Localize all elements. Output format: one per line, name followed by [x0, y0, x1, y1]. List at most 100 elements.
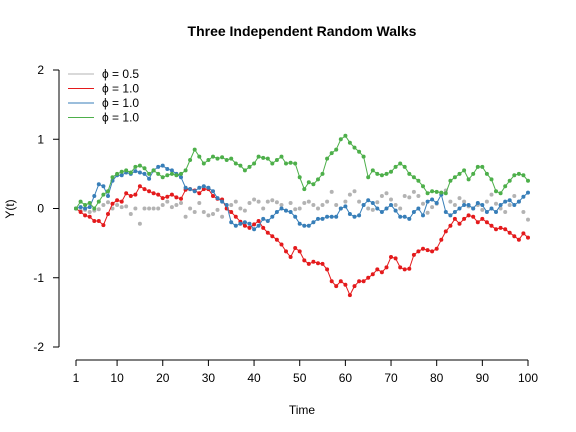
data-point [352, 145, 357, 150]
data-point [265, 156, 270, 161]
data-point [430, 197, 435, 202]
data-point [169, 205, 174, 210]
data-point [297, 206, 302, 211]
data-point [452, 203, 457, 207]
series-2 [74, 184, 530, 298]
x-tick-label: 70 [384, 371, 398, 385]
data-point [507, 203, 512, 207]
data-point [480, 207, 485, 212]
data-point [238, 163, 243, 168]
data-point [526, 217, 530, 222]
data-point [160, 163, 165, 168]
data-point [165, 199, 170, 204]
data-point [206, 158, 211, 162]
data-point [357, 199, 362, 204]
data-point [101, 184, 106, 189]
data-point [398, 161, 403, 166]
data-point [265, 230, 270, 235]
y-tick-label: -2 [33, 340, 44, 354]
x-axis: 1 10 20 30 40 50 60 70 80 90 100 [73, 359, 538, 385]
data-point [512, 173, 517, 178]
data-point [297, 175, 302, 180]
data-point [521, 173, 526, 178]
data-point [480, 203, 485, 207]
data-point [274, 158, 279, 162]
data-point [302, 258, 307, 263]
data-point [265, 199, 270, 204]
data-point [416, 178, 421, 183]
data-point [147, 176, 152, 181]
data-point [352, 189, 357, 194]
data-point [489, 223, 494, 228]
data-point [306, 261, 311, 266]
data-point [142, 187, 147, 192]
data-point [425, 191, 430, 196]
data-point [430, 189, 435, 194]
data-point [96, 207, 101, 212]
data-point [466, 177, 471, 182]
data-point [357, 149, 362, 154]
data-point [238, 221, 243, 226]
data-point [169, 171, 174, 176]
data-point [288, 210, 293, 214]
data-point [156, 206, 161, 211]
series-4 [74, 133, 530, 211]
data-point [338, 206, 343, 211]
data-point [334, 284, 339, 289]
data-point [370, 207, 375, 212]
data-point [311, 203, 316, 207]
data-point [389, 255, 393, 259]
data-point [242, 223, 247, 228]
data-point [115, 198, 120, 203]
data-point [156, 164, 161, 169]
data-point [480, 164, 485, 169]
x-tick-label: 1 [73, 371, 80, 385]
data-point [119, 205, 124, 210]
data-point [124, 191, 129, 196]
data-point [279, 242, 284, 247]
data-point [270, 161, 275, 166]
data-point [224, 158, 229, 162]
data-point [302, 201, 307, 205]
data-point [115, 203, 120, 207]
data-point [128, 212, 133, 216]
data-point [201, 187, 206, 192]
data-point [302, 223, 307, 228]
data-point [498, 203, 503, 207]
data-point [151, 168, 156, 173]
data-point [192, 147, 197, 152]
data-point [96, 199, 101, 204]
y-tick-label: -1 [33, 271, 44, 285]
data-point [334, 203, 339, 207]
data-point [512, 203, 517, 207]
data-point [220, 155, 225, 160]
data-point [256, 199, 261, 204]
data-point [201, 161, 206, 166]
data-point [160, 196, 165, 201]
data-point [375, 206, 380, 211]
data-point [288, 201, 293, 205]
data-point [512, 234, 517, 239]
data-point [503, 184, 508, 189]
data-point [471, 171, 476, 176]
data-point [247, 164, 252, 169]
data-point [179, 196, 183, 201]
data-point [229, 210, 234, 214]
data-point [78, 199, 83, 204]
data-point [439, 190, 444, 195]
data-point [361, 154, 366, 159]
series-line [75, 165, 529, 230]
data-point [343, 199, 348, 204]
data-point [137, 184, 142, 189]
data-point [147, 171, 152, 176]
legend-label: ϕ = 1.0 [102, 96, 139, 110]
data-point [279, 154, 284, 159]
data-point [83, 206, 88, 211]
data-point [379, 210, 384, 214]
data-point [284, 249, 288, 254]
data-point [188, 158, 193, 162]
x-tick-label: 60 [339, 371, 353, 385]
data-point [87, 210, 92, 214]
data-point [252, 227, 257, 232]
data-point [87, 201, 92, 205]
